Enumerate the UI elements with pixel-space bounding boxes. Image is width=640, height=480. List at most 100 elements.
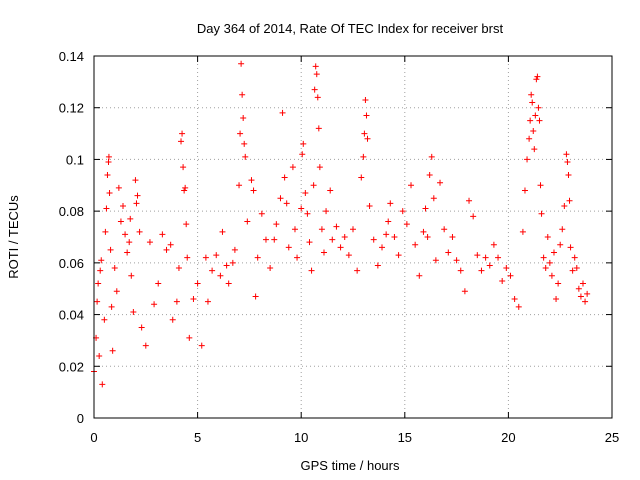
data-point (277, 195, 284, 202)
data-point (362, 96, 369, 103)
x-tick-label: 0 (90, 430, 97, 445)
data-point (97, 267, 104, 274)
data-point (231, 246, 238, 253)
data-point (306, 239, 313, 246)
data-point (391, 234, 398, 240)
data-point (573, 265, 580, 272)
data-point (279, 109, 286, 116)
plot-frame (93, 55, 613, 419)
data-point (515, 303, 522, 310)
data-point (136, 228, 143, 235)
data-point (248, 177, 255, 184)
data-point (122, 231, 129, 238)
data-point (298, 205, 305, 212)
data-point (453, 257, 460, 264)
data-point (209, 267, 216, 274)
data-point (337, 244, 344, 251)
data-point (250, 187, 257, 194)
data-point (252, 293, 259, 300)
data-point (534, 73, 541, 80)
data-point (408, 182, 415, 189)
data-point (173, 298, 180, 305)
data-point (345, 252, 352, 259)
data-point (457, 267, 464, 274)
data-point (142, 342, 149, 349)
data-point (432, 257, 439, 264)
chart-title: Day 364 of 2014, Rate Of TEC Index for r… (197, 21, 504, 36)
data-point (548, 272, 555, 279)
data-point (111, 265, 118, 272)
data-point (194, 280, 201, 287)
data-point (495, 254, 502, 261)
data-point (383, 231, 390, 238)
data-point (424, 234, 431, 240)
data-point (304, 210, 311, 217)
x-tick-label: 5 (194, 430, 201, 445)
x-tick-label: 15 (398, 430, 412, 445)
y-tick-label: 0.1 (66, 152, 84, 167)
data-point (109, 347, 116, 354)
data-point (499, 277, 506, 284)
data-point (316, 164, 323, 171)
data-point (341, 234, 348, 240)
data-point (283, 200, 290, 207)
data-point (308, 267, 315, 274)
data-point (441, 226, 448, 233)
data-point (241, 140, 248, 147)
data-point (98, 257, 105, 264)
data-point (366, 202, 373, 209)
data-point (557, 241, 564, 248)
data-point (565, 171, 572, 178)
data-point (490, 241, 497, 248)
data-point (204, 298, 211, 305)
data-point (445, 249, 452, 256)
data-point (294, 254, 301, 261)
data-point (363, 112, 370, 119)
data-point (258, 210, 265, 217)
data-point (99, 381, 106, 388)
data-point (507, 272, 514, 279)
data-point (416, 272, 423, 279)
data-point (106, 190, 113, 197)
y-tick-label: 0 (77, 411, 84, 426)
data-point (559, 226, 566, 233)
y-tick-label: 0.12 (59, 101, 84, 116)
data-point (430, 195, 437, 202)
data-point (213, 252, 220, 259)
data-point (563, 151, 570, 158)
data-point (311, 86, 318, 93)
data-points (91, 60, 591, 388)
data-point (571, 254, 578, 261)
data-point (540, 254, 547, 261)
data-point (271, 236, 278, 243)
data-point (314, 94, 321, 101)
data-point (237, 130, 244, 137)
data-point (240, 115, 247, 122)
data-point (567, 244, 574, 251)
data-point (163, 246, 170, 253)
data-point (120, 202, 127, 209)
data-point (584, 290, 591, 297)
data-point (169, 316, 176, 323)
data-point (579, 280, 586, 287)
data-point (544, 234, 551, 240)
data-point (511, 296, 518, 303)
axis-ticks: 0 0.02 0.04 0.06 0.08 0.1 0.12 0.14 0 5 10 15 20 25 (59, 49, 620, 445)
data-point (323, 208, 330, 215)
data-point (379, 244, 386, 251)
data-point (236, 182, 243, 189)
data-point (526, 135, 533, 142)
x-tick-label: 10 (294, 430, 308, 445)
data-point (582, 298, 589, 305)
data-point (242, 153, 249, 160)
data-point (95, 280, 102, 287)
data-point (179, 130, 186, 137)
data-point (354, 267, 361, 274)
data-point (289, 164, 296, 171)
data-point (370, 236, 377, 243)
data-point (503, 265, 510, 272)
data-point (315, 125, 322, 132)
y-tick-label: 0.14 (59, 49, 84, 64)
data-point (361, 130, 368, 137)
data-point (299, 151, 306, 158)
